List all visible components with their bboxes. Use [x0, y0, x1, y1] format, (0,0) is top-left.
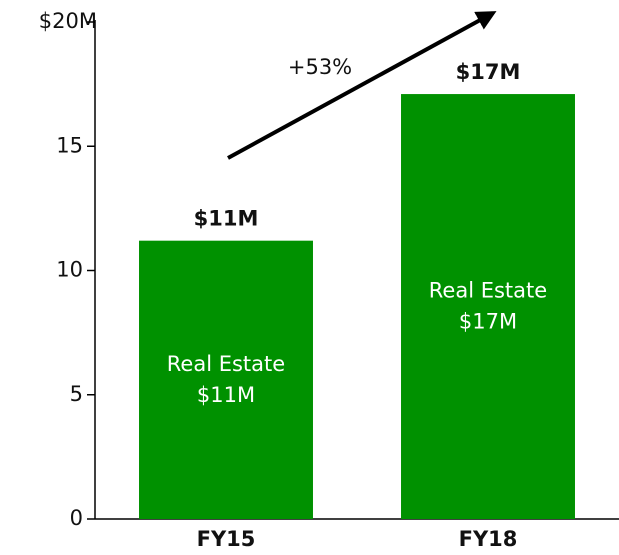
- value-label: $17M: [456, 60, 521, 84]
- inner-value-label: $11M: [197, 383, 255, 407]
- bar: [401, 94, 575, 519]
- bar: [139, 240, 313, 519]
- y-tick-label: 10: [56, 258, 83, 282]
- series-label: Real Estate: [429, 279, 547, 303]
- x-tick-label: FY18: [459, 527, 518, 551]
- y-tick-label: 5: [70, 382, 83, 406]
- y-tick-label: 15: [56, 133, 83, 157]
- growth-arrow: [227, 11, 497, 160]
- annotation: +53%: [288, 55, 352, 79]
- series-label: Real Estate: [167, 352, 285, 376]
- value-label: $11M: [194, 207, 259, 231]
- x-tick-label: FY15: [197, 527, 256, 551]
- y-tick-label: $20M: [39, 9, 97, 33]
- inner-value-label: $17M: [459, 310, 517, 334]
- y-tick-label: 0: [70, 506, 83, 530]
